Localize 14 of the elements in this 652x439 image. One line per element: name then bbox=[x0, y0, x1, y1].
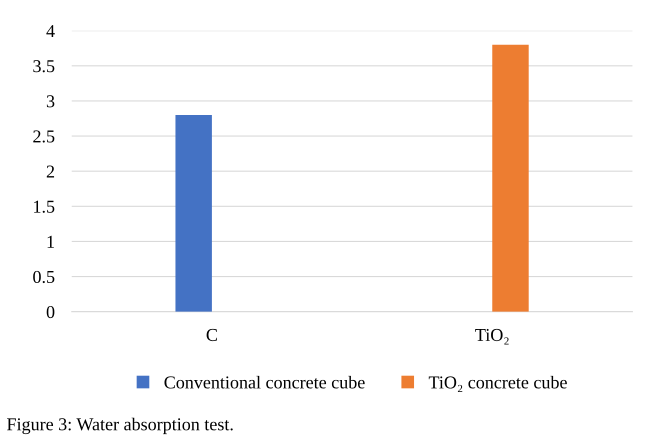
y-tick-label: 2.5 bbox=[33, 130, 54, 143]
y-tick-label: 3.5 bbox=[33, 60, 54, 72]
y-tick-label: 0.5 bbox=[33, 270, 54, 284]
x-tick-label: C bbox=[206, 328, 217, 342]
y-tick-label: 3 bbox=[46, 95, 54, 108]
x-tick-label: TiO₂ bbox=[475, 328, 509, 345]
legend-label: Conventional concrete cube bbox=[164, 376, 365, 389]
y-tick-label: 0 bbox=[46, 306, 54, 318]
y-tick-label: 4 bbox=[46, 25, 55, 37]
y-tick-label: 1.5 bbox=[34, 200, 54, 213]
y-tick-label: 1 bbox=[48, 236, 54, 248]
legend-label: TiO₂ concrete cube bbox=[428, 376, 567, 392]
y-tick-label: 2 bbox=[46, 166, 54, 178]
caption: Figure 3: Water absorption test. bbox=[7, 418, 233, 434]
